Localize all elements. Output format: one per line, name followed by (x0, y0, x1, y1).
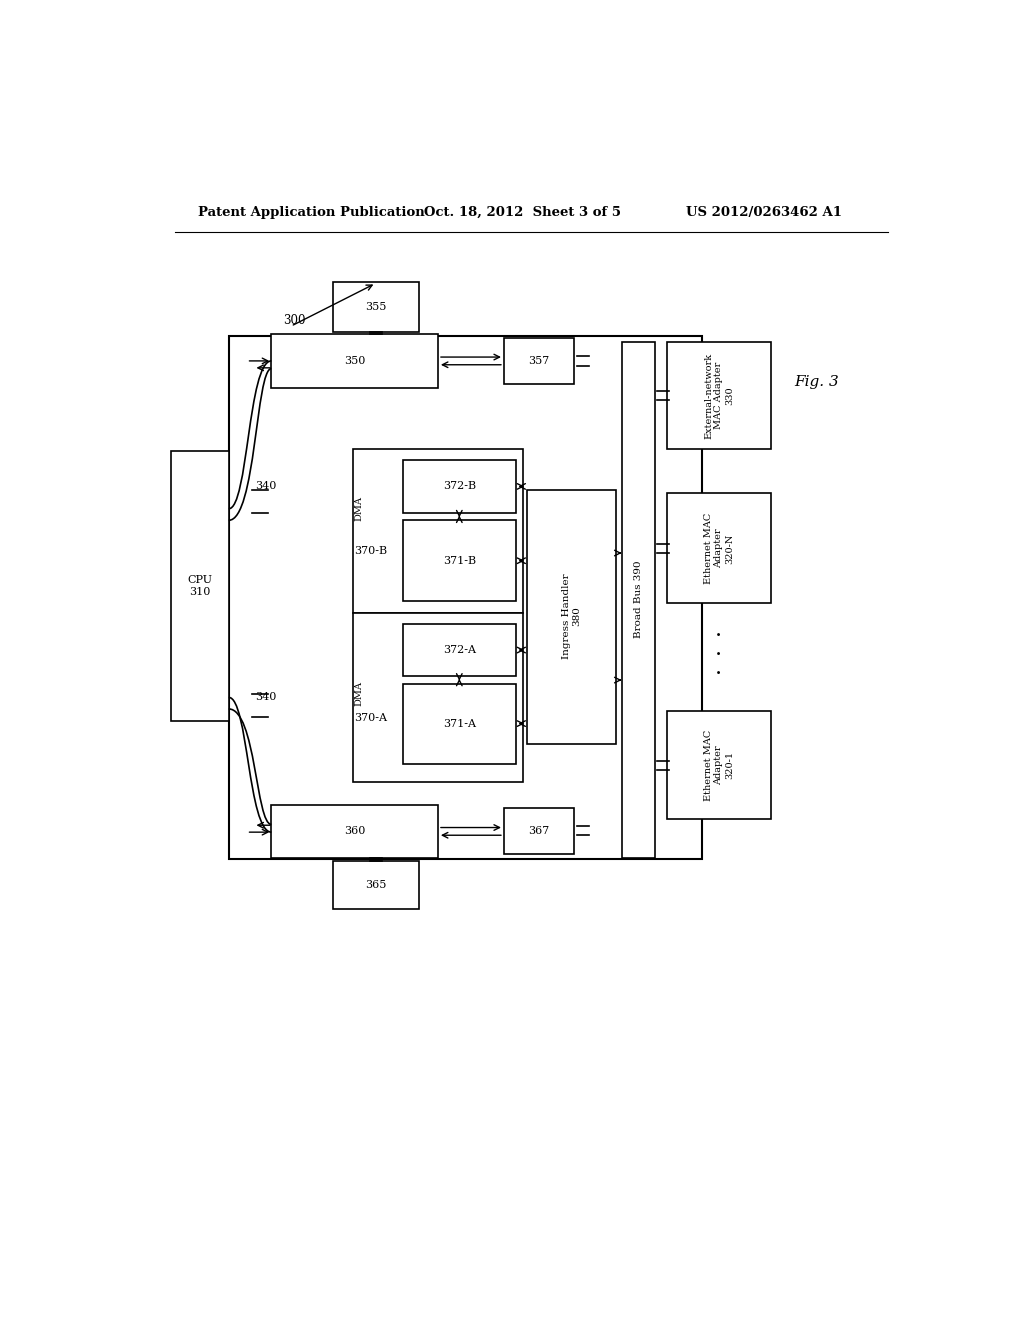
Bar (504, 338, 573, 384)
Bar (352, 449, 523, 612)
Bar (403, 624, 515, 676)
Bar (334, 281, 419, 331)
Text: Fig. 3: Fig. 3 (795, 375, 840, 388)
Text: Ingress Handler
380: Ingress Handler 380 (562, 574, 582, 660)
Text: ·: · (715, 644, 722, 667)
Text: 360: 360 (344, 826, 366, 837)
Text: DMA: DMA (354, 681, 364, 706)
Text: ·: · (715, 664, 722, 685)
Bar (527, 490, 616, 743)
Text: 371-B: 371-B (442, 556, 476, 566)
Text: CPU
310: CPU 310 (187, 576, 212, 597)
Text: External-network
MAC Adapter
330: External-network MAC Adapter 330 (705, 352, 734, 438)
Text: 370-A: 370-A (354, 713, 387, 723)
Text: Oct. 18, 2012  Sheet 3 of 5: Oct. 18, 2012 Sheet 3 of 5 (424, 206, 621, 219)
Bar (271, 334, 438, 388)
Text: Patent Application Publication: Patent Application Publication (198, 206, 425, 219)
Text: 355: 355 (366, 302, 387, 312)
Bar (271, 805, 438, 858)
Bar (403, 461, 515, 512)
Bar (334, 861, 419, 909)
Bar (667, 494, 771, 603)
Text: 372-B: 372-B (442, 482, 476, 491)
Text: 350: 350 (344, 356, 366, 366)
Text: 367: 367 (528, 825, 549, 836)
Bar (352, 612, 523, 781)
Text: 340: 340 (255, 693, 276, 702)
Text: 357: 357 (528, 356, 549, 366)
Text: 372-A: 372-A (442, 645, 476, 655)
Text: 300: 300 (283, 314, 305, 326)
Text: Ethernet MAC
Adapter
320-N: Ethernet MAC Adapter 320-N (705, 512, 734, 583)
Bar (622, 342, 655, 858)
Text: 365: 365 (366, 880, 387, 890)
Text: US 2012/0263462 A1: US 2012/0263462 A1 (686, 206, 842, 219)
Bar (171, 451, 228, 721)
Bar (403, 520, 515, 601)
Bar (228, 335, 701, 859)
Text: ·: · (715, 624, 722, 647)
Text: 371-A: 371-A (442, 718, 476, 729)
Bar (403, 684, 515, 763)
Bar (504, 808, 573, 854)
Bar (667, 711, 771, 818)
Text: 370-B: 370-B (354, 546, 387, 556)
Bar (667, 342, 771, 449)
Text: Broad Bus 390: Broad Bus 390 (634, 561, 643, 639)
Text: 340: 340 (255, 480, 276, 491)
Text: Ethernet MAC
Adapter
320-1: Ethernet MAC Adapter 320-1 (705, 730, 734, 801)
Text: DMA: DMA (354, 496, 364, 521)
